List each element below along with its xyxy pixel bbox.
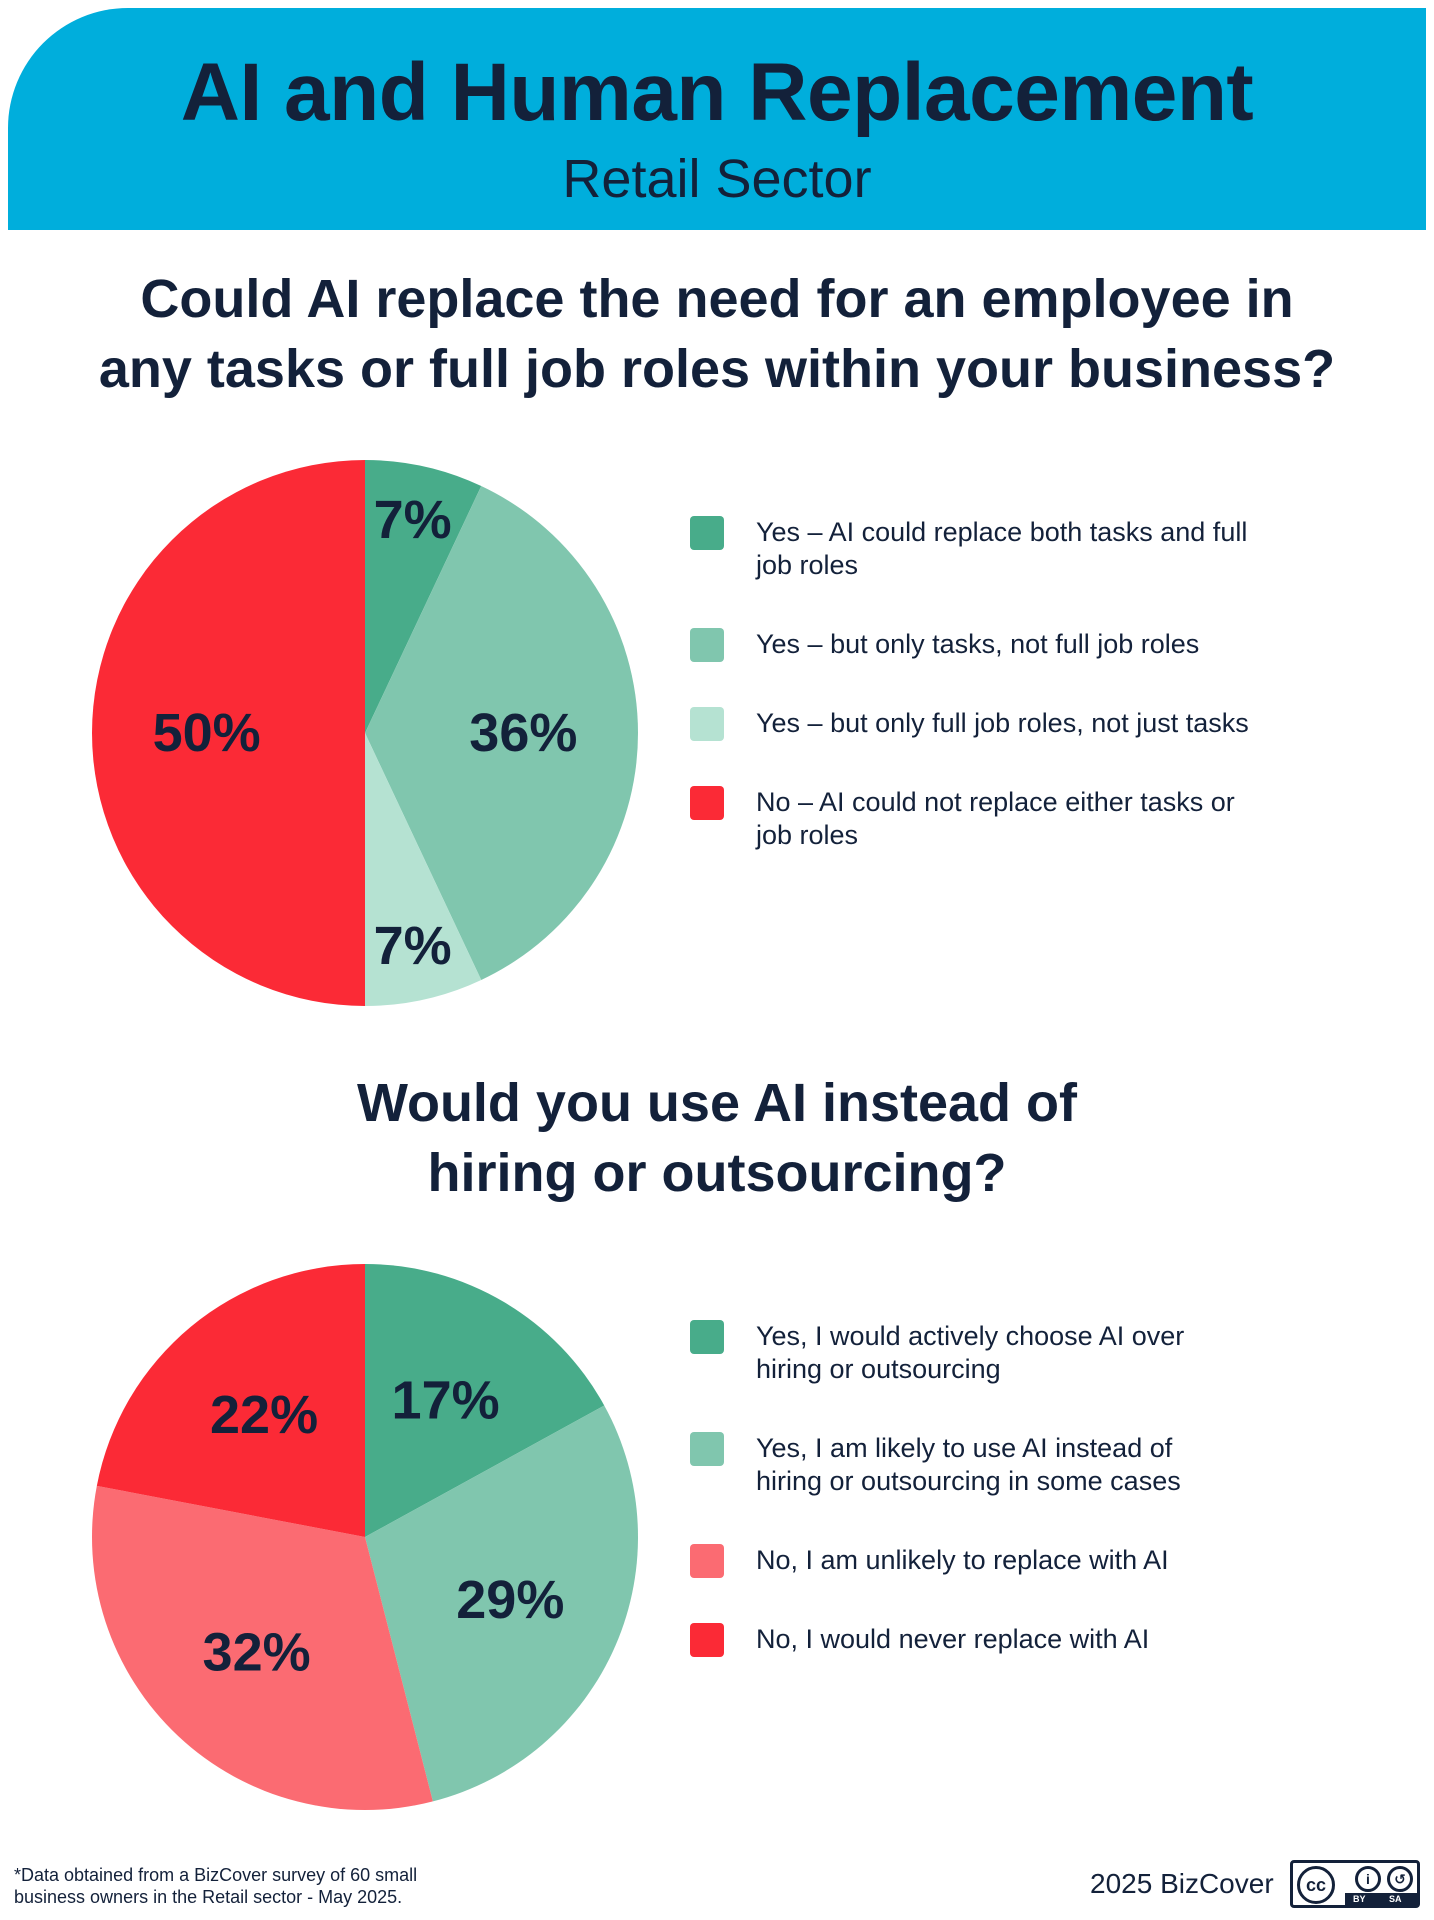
cc-icon: cc <box>1297 1866 1335 1904</box>
legend-1-item-2-line-0: Yes – but only full job roles, not just … <box>756 708 1249 738</box>
pie-2-slice-0-label: 17% <box>392 1371 500 1431</box>
header-banner: AI and Human Replacement Retail Sector <box>8 8 1426 230</box>
pie-1-slice-2 <box>365 733 482 1006</box>
question-2-line-1: Would you use AI instead of <box>356 1073 1078 1133</box>
pie-1-slice-3 <box>92 460 365 1006</box>
legend-2-swatch-3 <box>690 1623 724 1657</box>
legend-2-swatch-1 <box>690 1432 724 1466</box>
pie-2-slice-3-label: 22% <box>210 1385 318 1445</box>
legend-1-swatch-0 <box>690 516 724 550</box>
legend-2-item-0-line-1: hiring or outsourcing <box>756 1354 1001 1384</box>
copyright-text: 2025 BizCover <box>1090 1868 1274 1899</box>
pie-2-slice-3 <box>96 1264 366 1537</box>
license-sa-text: SA <box>1389 1894 1402 1904</box>
pie-1-slice-0 <box>365 460 482 733</box>
pie-2-slice-0 <box>365 1264 605 1537</box>
page-subtitle: Retail Sector <box>562 149 872 209</box>
question-2-title: Would you use AI instead of hiring or ou… <box>0 1068 1434 1208</box>
footnote: *Data obtained from a BizCover survey of… <box>14 1864 534 1908</box>
page-title: AI and Human Replacement <box>180 47 1254 138</box>
pie-2-slice-2-label: 32% <box>203 1622 311 1682</box>
legend-1-item-0-line-0: Yes – AI could replace both tasks and fu… <box>756 517 1248 547</box>
legend-2-item-0-line-0: Yes, I would actively choose AI over <box>756 1321 1185 1351</box>
question-1-line-1: Could AI replace the need for an employe… <box>140 269 1294 329</box>
legend-2-item-3: No, I would never replace with AI <box>690 1623 1330 1657</box>
creative-commons-by-sa-icon: cc i ↺ BY SA <box>1290 1860 1420 1908</box>
pie-chart-ai-instead-of-hiring: 17% 29% 32% 22% <box>91 1264 639 1810</box>
share-alike-icon: ↺ <box>1387 1866 1413 1892</box>
legend-2-item-3-line-0: No, I would never replace with AI <box>756 1624 1150 1654</box>
license-by-text: BY <box>1353 1894 1366 1904</box>
pie-1-slice-1-label: 36% <box>469 703 577 763</box>
legend-1-swatch-2 <box>690 707 724 741</box>
legend-1-item-0-line-1: job roles <box>756 550 859 580</box>
pie-1-slice-0-label: 7% <box>374 490 452 550</box>
legend-2-item-1-line-0: Yes, I am likely to use AI instead of <box>756 1433 1173 1463</box>
legend-1-item-1-line-0: Yes – but only tasks, not full job roles <box>756 629 1200 659</box>
pie-1-slice-1 <box>365 485 638 981</box>
legend-1-item-2: Yes – but only full job roles, not just … <box>690 707 1330 741</box>
attribution-icon: i <box>1355 1866 1381 1892</box>
legend-2-item-2-line-0: No, I am unlikely to replace with AI <box>756 1545 1169 1575</box>
legend-1-item-3-line-1: job roles <box>756 820 859 850</box>
pie-2-slice-1-label: 29% <box>456 1570 564 1630</box>
legend-2-item-1-line-1: hiring or outsourcing in some cases <box>756 1466 1181 1496</box>
legend-job-replacement: Yes – AI could replace both tasks and fu… <box>690 516 1330 898</box>
pie-1-slice-3-label: 50% <box>153 703 261 763</box>
legend-2-item-2: No, I am unlikely to replace with AI <box>690 1544 1330 1578</box>
legend-2-swatch-0 <box>690 1320 724 1354</box>
footnote-line-1: *Data obtained from a BizCover survey of… <box>14 1865 418 1885</box>
pie-2-slice-1 <box>365 1405 639 1802</box>
legend-ai-instead-of-hiring: Yes, I would actively choose AI over hiri… <box>690 1320 1330 1702</box>
legend-2-swatch-2 <box>690 1544 724 1578</box>
question-1-line-2: any tasks or full job roles within your … <box>98 339 1336 399</box>
question-2-line-2: hiring or outsourcing? <box>427 1143 1007 1203</box>
pie-chart-job-replacement: 7% 36% 7% 50% <box>92 460 638 1006</box>
question-1-title: Could AI replace the need for an employe… <box>0 264 1434 404</box>
legend-1-item-3: No – AI could not replace either tasks o… <box>690 786 1330 852</box>
legend-1-swatch-1 <box>690 628 724 662</box>
license-strip: BY SA <box>1345 1893 1417 1905</box>
legend-1-item-3-line-0: No – AI could not replace either tasks o… <box>756 787 1235 817</box>
legend-1-item-1: Yes – but only tasks, not full job roles <box>690 628 1330 662</box>
legend-1-item-0: Yes – AI could replace both tasks and fu… <box>690 516 1330 582</box>
footnote-line-2: business owners in the Retail sector - M… <box>14 1887 403 1907</box>
legend-1-swatch-3 <box>690 786 724 820</box>
pie-2-slice-2 <box>91 1485 433 1810</box>
legend-2-item-0: Yes, I would actively choose AI over hiri… <box>690 1320 1330 1386</box>
pie-1-slice-2-label: 7% <box>374 916 452 976</box>
legend-2-item-1: Yes, I am likely to use AI instead of hir… <box>690 1432 1330 1498</box>
